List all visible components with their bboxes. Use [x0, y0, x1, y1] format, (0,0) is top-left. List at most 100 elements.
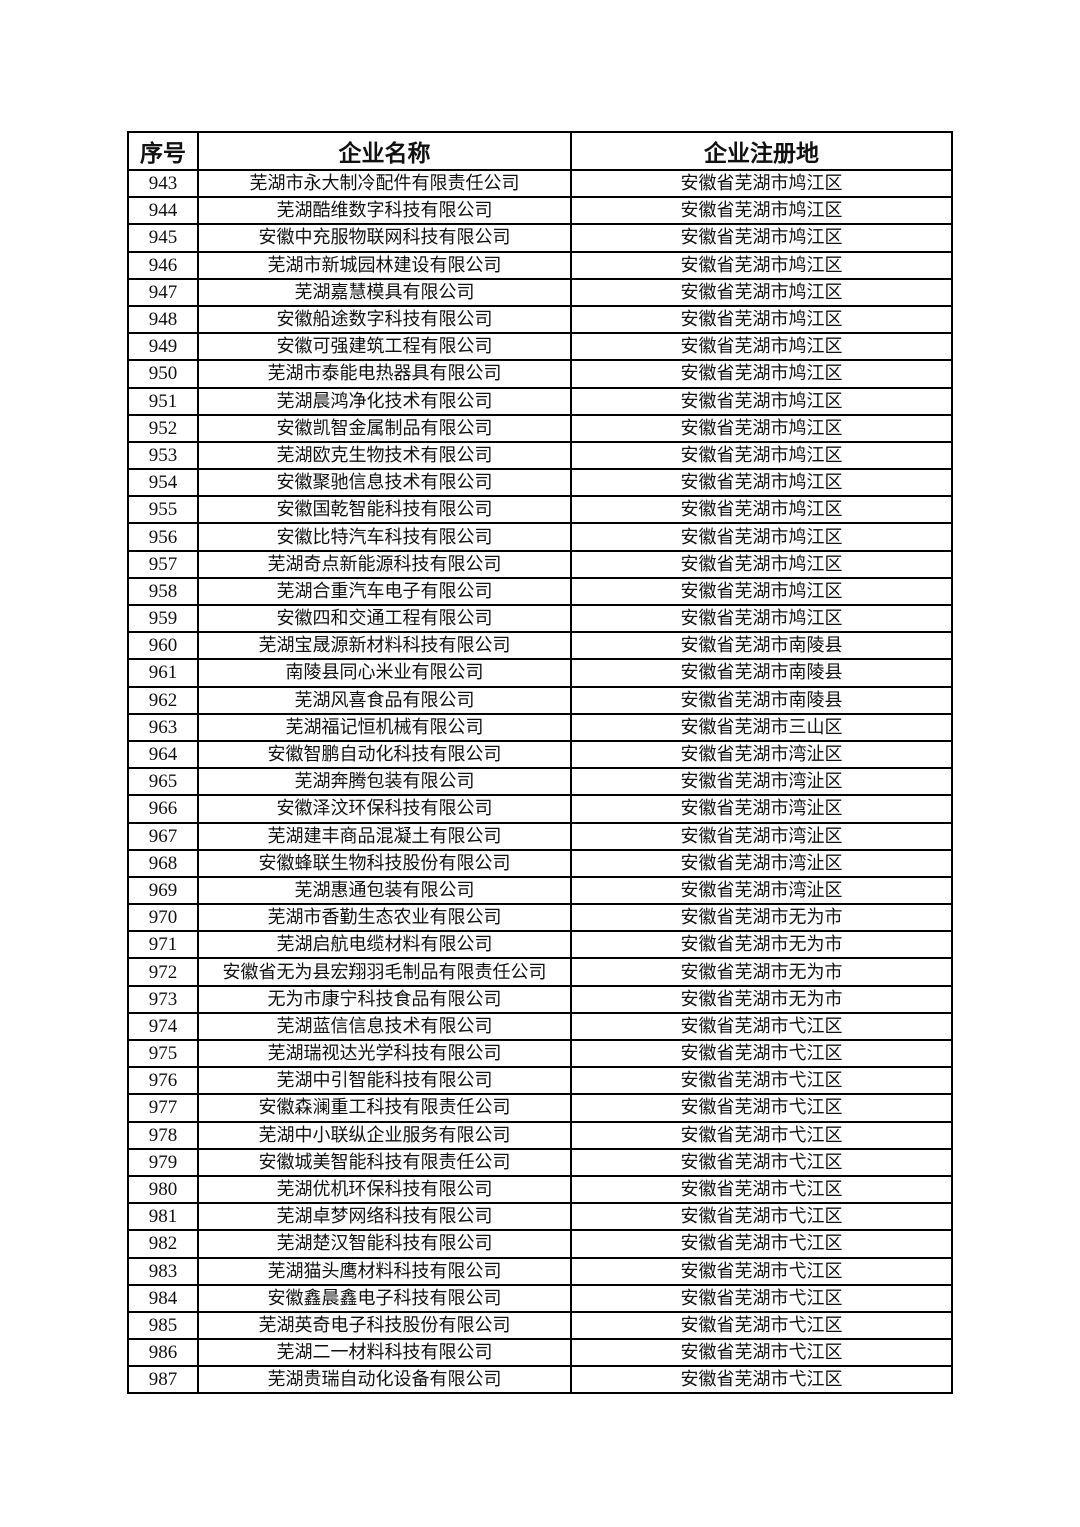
serial-cell: 984: [127, 1283, 199, 1313]
serial-cell: 961: [127, 658, 199, 688]
registration-place-cell: 安徽省芜湖市鸠江区: [570, 440, 953, 471]
company-name-cell: 芜湖瑞视达光学科技有限公司: [197, 1038, 572, 1069]
company-name-cell: 芜湖惠通包装有限公司: [197, 875, 572, 906]
company-name-cell: 芜湖卓梦网络科技有限公司: [197, 1202, 572, 1232]
table-row: 970 芜湖市香勤生态农业有限公司 安徽省芜湖市无为市: [127, 903, 953, 933]
serial-cell: 946: [127, 250, 199, 280]
table-row: 946 芜湖市新城园林建设有限公司 安徽省芜湖市鸠江区: [127, 250, 953, 280]
serial-cell: 981: [127, 1202, 199, 1232]
registration-place-cell: 安徽省芜湖市弋江区: [570, 1066, 953, 1096]
company-name-cell: 芜湖中引智能科技有限公司: [197, 1066, 572, 1096]
serial-cell: 958: [127, 576, 199, 607]
company-name-cell: 安徽蜂联生物科技股份有限公司: [197, 848, 572, 878]
table-row: 979 安徽城美智能科技有限责任公司 安徽省芜湖市弋江区: [127, 1147, 953, 1177]
company-name-cell: 安徽中充服物联网科技有限公司: [197, 223, 572, 253]
company-name-cell: 芜湖贵瑞自动化设备有限公司: [197, 1365, 572, 1395]
registration-place-cell: 安徽省芜湖市无为市: [570, 984, 953, 1014]
serial-cell: 959: [127, 603, 199, 634]
table-row: 978 芜湖中小联纵企业服务有限公司 安徽省芜湖市弋江区: [127, 1120, 953, 1150]
registration-place-cell: 安徽省芜湖市鸠江区: [570, 223, 953, 253]
company-name-cell: 安徽森澜重工科技有限责任公司: [197, 1093, 572, 1123]
serial-cell: 956: [127, 522, 199, 552]
registration-place-cell: 安徽省芜湖市鸠江区: [570, 250, 953, 280]
registration-place-cell: 安徽省芜湖市湾沚区: [570, 739, 953, 770]
registration-place-cell: 安徽省芜湖市鸠江区: [570, 413, 953, 443]
company-name-cell: 芜湖市新城园林建设有限公司: [197, 250, 572, 280]
registration-place-cell: 安徽省芜湖市湾沚区: [570, 875, 953, 906]
table-row: 981 芜湖卓梦网络科技有限公司 安徽省芜湖市弋江区: [127, 1202, 953, 1232]
registration-place-cell: 安徽省芜湖市无为市: [570, 903, 953, 933]
company-name-cell: 芜湖嘉慧模具有限公司: [197, 277, 572, 307]
table-row: 949 安徽可强建筑工程有限公司 安徽省芜湖市鸠江区: [127, 332, 953, 362]
company-name-cell: 安徽可强建筑工程有限公司: [197, 332, 572, 362]
registration-place-cell: 安徽省芜湖市鸠江区: [570, 168, 953, 199]
table-row: 971 芜湖启航电缆材料有限公司 安徽省芜湖市无为市: [127, 930, 953, 960]
serial-cell: 982: [127, 1229, 199, 1259]
table-row: 959 安徽四和交通工程有限公司 安徽省芜湖市鸠江区: [127, 603, 953, 634]
registration-place-cell: 安徽省芜湖市弋江区: [570, 1120, 953, 1150]
header-serial: 序号: [127, 131, 199, 171]
table-row: 969 芜湖惠通包装有限公司 安徽省芜湖市湾沚区: [127, 875, 953, 906]
company-name-cell: 安徽省无为县宏翔羽毛制品有限责任公司: [197, 957, 572, 987]
registration-place-cell: 安徽省芜湖市鸠江区: [570, 495, 953, 525]
company-name-cell: 安徽船途数字科技有限公司: [197, 304, 572, 335]
registration-place-cell: 安徽省芜湖市鸠江区: [570, 576, 953, 607]
company-name-cell: 无为市康宁科技食品有限公司: [197, 984, 572, 1014]
registration-place-cell: 安徽省芜湖市鸠江区: [570, 196, 953, 226]
table-row: 958 芜湖合重汽车电子有限公司 安徽省芜湖市鸠江区: [127, 576, 953, 607]
serial-cell: 969: [127, 875, 199, 906]
company-name-cell: 芜湖中小联纵企业服务有限公司: [197, 1120, 572, 1150]
company-name-cell: 安徽国乾智能科技有限公司: [197, 495, 572, 525]
company-name-cell: 芜湖猫头鹰材料科技有限公司: [197, 1256, 572, 1286]
table-row: 982 芜湖楚汉智能科技有限公司 安徽省芜湖市弋江区: [127, 1229, 953, 1259]
company-name-cell: 芜湖楚汉智能科技有限公司: [197, 1229, 572, 1259]
company-name-cell: 安徽鑫晨鑫电子科技有限公司: [197, 1283, 572, 1313]
company-name-cell: 南陵县同心米业有限公司: [197, 658, 572, 688]
serial-cell: 943: [127, 168, 199, 199]
table-row: 972 安徽省无为县宏翔羽毛制品有限责任公司 安徽省芜湖市无为市: [127, 957, 953, 987]
table-row: 951 芜湖晨鸿净化技术有限公司 安徽省芜湖市鸠江区: [127, 386, 953, 416]
registration-place-cell: 安徽省芜湖市鸠江区: [570, 386, 953, 416]
company-name-cell: 芜湖福记恒机械有限公司: [197, 712, 572, 742]
registration-place-cell: 安徽省芜湖市鸠江区: [570, 332, 953, 362]
table-row: 952 安徽凯智金属制品有限公司 安徽省芜湖市鸠江区: [127, 413, 953, 443]
serial-cell: 949: [127, 332, 199, 362]
serial-cell: 971: [127, 930, 199, 960]
registration-place-cell: 安徽省芜湖市弋江区: [570, 1038, 953, 1069]
registration-place-cell: 安徽省芜湖市弋江区: [570, 1283, 953, 1313]
company-name-cell: 安徽城美智能科技有限责任公司: [197, 1147, 572, 1177]
company-name-cell: 芜湖市泰能电热器具有限公司: [197, 359, 572, 389]
serial-cell: 975: [127, 1038, 199, 1069]
registration-place-cell: 安徽省芜湖市鸠江区: [570, 603, 953, 634]
table-row: 968 安徽蜂联生物科技股份有限公司 安徽省芜湖市湾沚区: [127, 848, 953, 878]
serial-cell: 948: [127, 304, 199, 335]
header-registration-place: 企业注册地: [570, 131, 953, 171]
registration-place-cell: 安徽省芜湖市鸠江区: [570, 304, 953, 335]
table-row: 963 芜湖福记恒机械有限公司 安徽省芜湖市三山区: [127, 712, 953, 742]
registration-place-cell: 安徽省芜湖市弋江区: [570, 1310, 953, 1341]
registration-place-cell: 安徽省芜湖市弋江区: [570, 1093, 953, 1123]
table-row: 957 芜湖奇点新能源科技有限公司 安徽省芜湖市鸠江区: [127, 549, 953, 579]
registration-place-cell: 安徽省芜湖市弋江区: [570, 1011, 953, 1042]
registration-place-cell: 安徽省芜湖市鸠江区: [570, 522, 953, 552]
registration-place-cell: 安徽省芜湖市无为市: [570, 957, 953, 987]
registration-place-cell: 安徽省芜湖市弋江区: [570, 1229, 953, 1259]
company-name-cell: 芜湖英奇电子科技股份有限公司: [197, 1310, 572, 1341]
table-row: 986 芜湖二一材料科技有限公司 安徽省芜湖市弋江区: [127, 1338, 953, 1368]
table-row: 961 南陵县同心米业有限公司 安徽省芜湖市南陵县: [127, 658, 953, 688]
table-row: 973 无为市康宁科技食品有限公司 安徽省芜湖市无为市: [127, 984, 953, 1014]
registration-place-cell: 安徽省芜湖市弋江区: [570, 1202, 953, 1232]
registration-place-cell: 安徽省芜湖市南陵县: [570, 685, 953, 715]
serial-cell: 967: [127, 821, 199, 851]
company-name-cell: 芜湖市永大制冷配件有限责任公司: [197, 168, 572, 199]
table-row: 966 安徽泽汶环保科技有限公司 安徽省芜湖市湾沚区: [127, 794, 953, 824]
serial-cell: 957: [127, 549, 199, 579]
table-row: 985 芜湖英奇电子科技股份有限公司 安徽省芜湖市弋江区: [127, 1310, 953, 1341]
company-name-cell: 芜湖市香勤生态农业有限公司: [197, 903, 572, 933]
registration-place-cell: 安徽省芜湖市无为市: [570, 930, 953, 960]
registration-place-cell: 安徽省芜湖市鸠江区: [570, 359, 953, 389]
enterprise-table: 序号 企业名称 企业注册地 943 芜湖市永大制冷配件有限责任公司 安徽省芜湖市鸠江…: [127, 131, 953, 1395]
registration-place-cell: 安徽省芜湖市湾沚区: [570, 767, 953, 797]
registration-place-cell: 安徽省芜湖市弋江区: [570, 1147, 953, 1177]
table-row: 980 芜湖优机环保科技有限公司 安徽省芜湖市弋江区: [127, 1174, 953, 1205]
